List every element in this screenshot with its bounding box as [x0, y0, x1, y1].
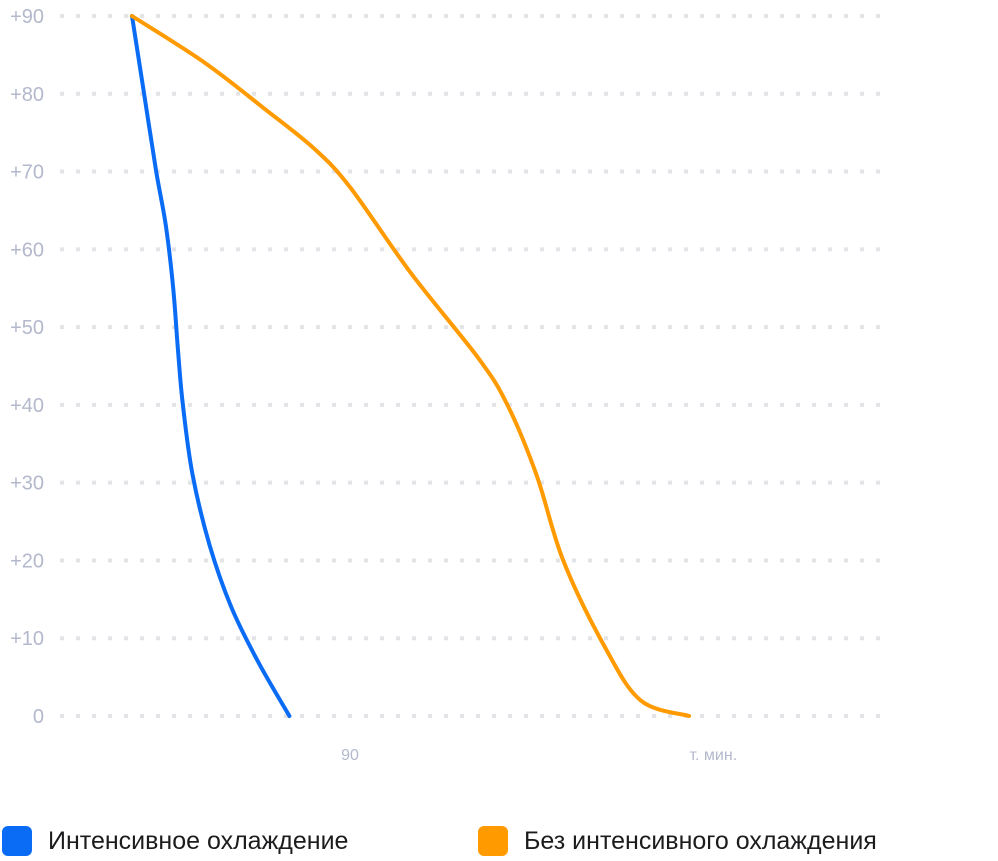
y-tick-label: +50: [10, 317, 44, 339]
y-tick-label: +70: [10, 162, 44, 184]
x-tick-label: т. мин.: [689, 747, 737, 764]
x-tick-label: 90: [341, 747, 359, 764]
y-tick-label: +80: [10, 84, 44, 106]
series-line-non-intensive: [130, 14, 692, 718]
y-tick-label: +60: [10, 239, 44, 261]
series-line-intensive: [130, 14, 292, 718]
legend-swatch-blue: [2, 826, 32, 856]
x-axis-ticks: 90 т. мин.: [341, 747, 737, 764]
legend-label-non-intensive: Без интенсивного охлаждения: [524, 826, 877, 855]
y-axis-ticks: +90 +80 +70 +60 +50 +40 +30 +20 +10 0: [10, 6, 44, 728]
legend-swatch-orange: [478, 826, 508, 856]
legend-label-intensive: Интенсивное охлаждение: [48, 826, 349, 855]
legend-item-non-intensive: Без интенсивного охлаждения: [478, 821, 877, 861]
legend: Интенсивное охлаждение Без интенсивного …: [0, 821, 998, 861]
y-tick-label: +40: [10, 395, 44, 417]
cooling-line-chart: +90 +80 +70 +60 +50 +40 +30 +20 +10 0 90 т. мин.: [10, 6, 886, 764]
y-tick-label: +30: [10, 473, 44, 495]
grid-lines: [60, 14, 886, 718]
legend-item-intensive: Интенсивное охлаждение: [2, 821, 348, 861]
y-tick-label: 0: [33, 706, 44, 728]
series-lines: [130, 14, 692, 718]
y-tick-label: +20: [10, 550, 44, 572]
y-tick-label: +10: [10, 628, 44, 650]
y-tick-label: +90: [10, 6, 44, 28]
